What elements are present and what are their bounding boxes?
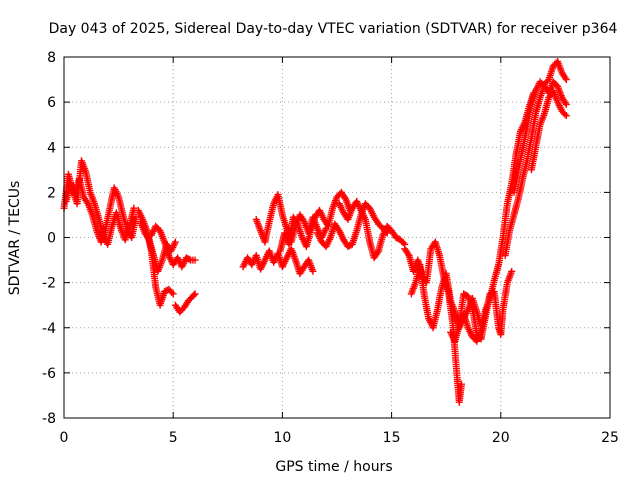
data-point xyxy=(508,267,516,275)
data-point xyxy=(404,250,412,258)
x-tick-label: 20 xyxy=(492,430,510,446)
chart-title: Day 043 of 2025, Sidereal Day-to-day VTE… xyxy=(49,21,618,37)
x-axis-title: GPS time / hours xyxy=(275,459,392,475)
x-tick-label: 10 xyxy=(273,430,291,446)
y-axis-title: SDTVAR / TECUs xyxy=(7,181,23,296)
x-tick-label: 5 xyxy=(169,430,178,446)
data-point xyxy=(190,291,198,299)
data-point xyxy=(169,290,177,298)
data-point xyxy=(457,380,465,388)
data-point xyxy=(171,238,179,246)
y-tick-label: 6 xyxy=(47,95,56,111)
x-tick-label: 25 xyxy=(601,430,619,446)
data-point xyxy=(185,255,193,263)
data-point xyxy=(168,288,176,296)
y-tick-label: -8 xyxy=(42,411,56,427)
data-point xyxy=(309,267,317,275)
data-point xyxy=(562,112,570,120)
data-markers xyxy=(60,58,570,406)
y-tick-labels: -8 -6 -4 -2 0 2 4 6 8 xyxy=(42,50,56,427)
data-point xyxy=(191,256,199,264)
y-tick-label: -2 xyxy=(42,276,56,292)
y-tick-label: 0 xyxy=(47,231,56,247)
data-point xyxy=(561,110,569,118)
data-point xyxy=(562,100,570,108)
x-tick-label: 15 xyxy=(383,430,401,446)
plot-frame xyxy=(63,56,611,419)
y-tick-label: -6 xyxy=(42,366,56,382)
data-point xyxy=(399,239,407,247)
data-point xyxy=(191,290,199,298)
data-point xyxy=(562,76,570,84)
y-tick-label: 8 xyxy=(47,50,56,66)
data-point xyxy=(130,204,138,212)
y-tick-label: -4 xyxy=(42,321,56,337)
x-tick-labels: 0 5 10 15 20 25 xyxy=(60,430,619,446)
y-tick-label: 2 xyxy=(47,185,56,201)
x-tick-label: 0 xyxy=(60,430,69,446)
y-tick-label: 4 xyxy=(47,140,56,156)
gridlines xyxy=(64,57,610,418)
